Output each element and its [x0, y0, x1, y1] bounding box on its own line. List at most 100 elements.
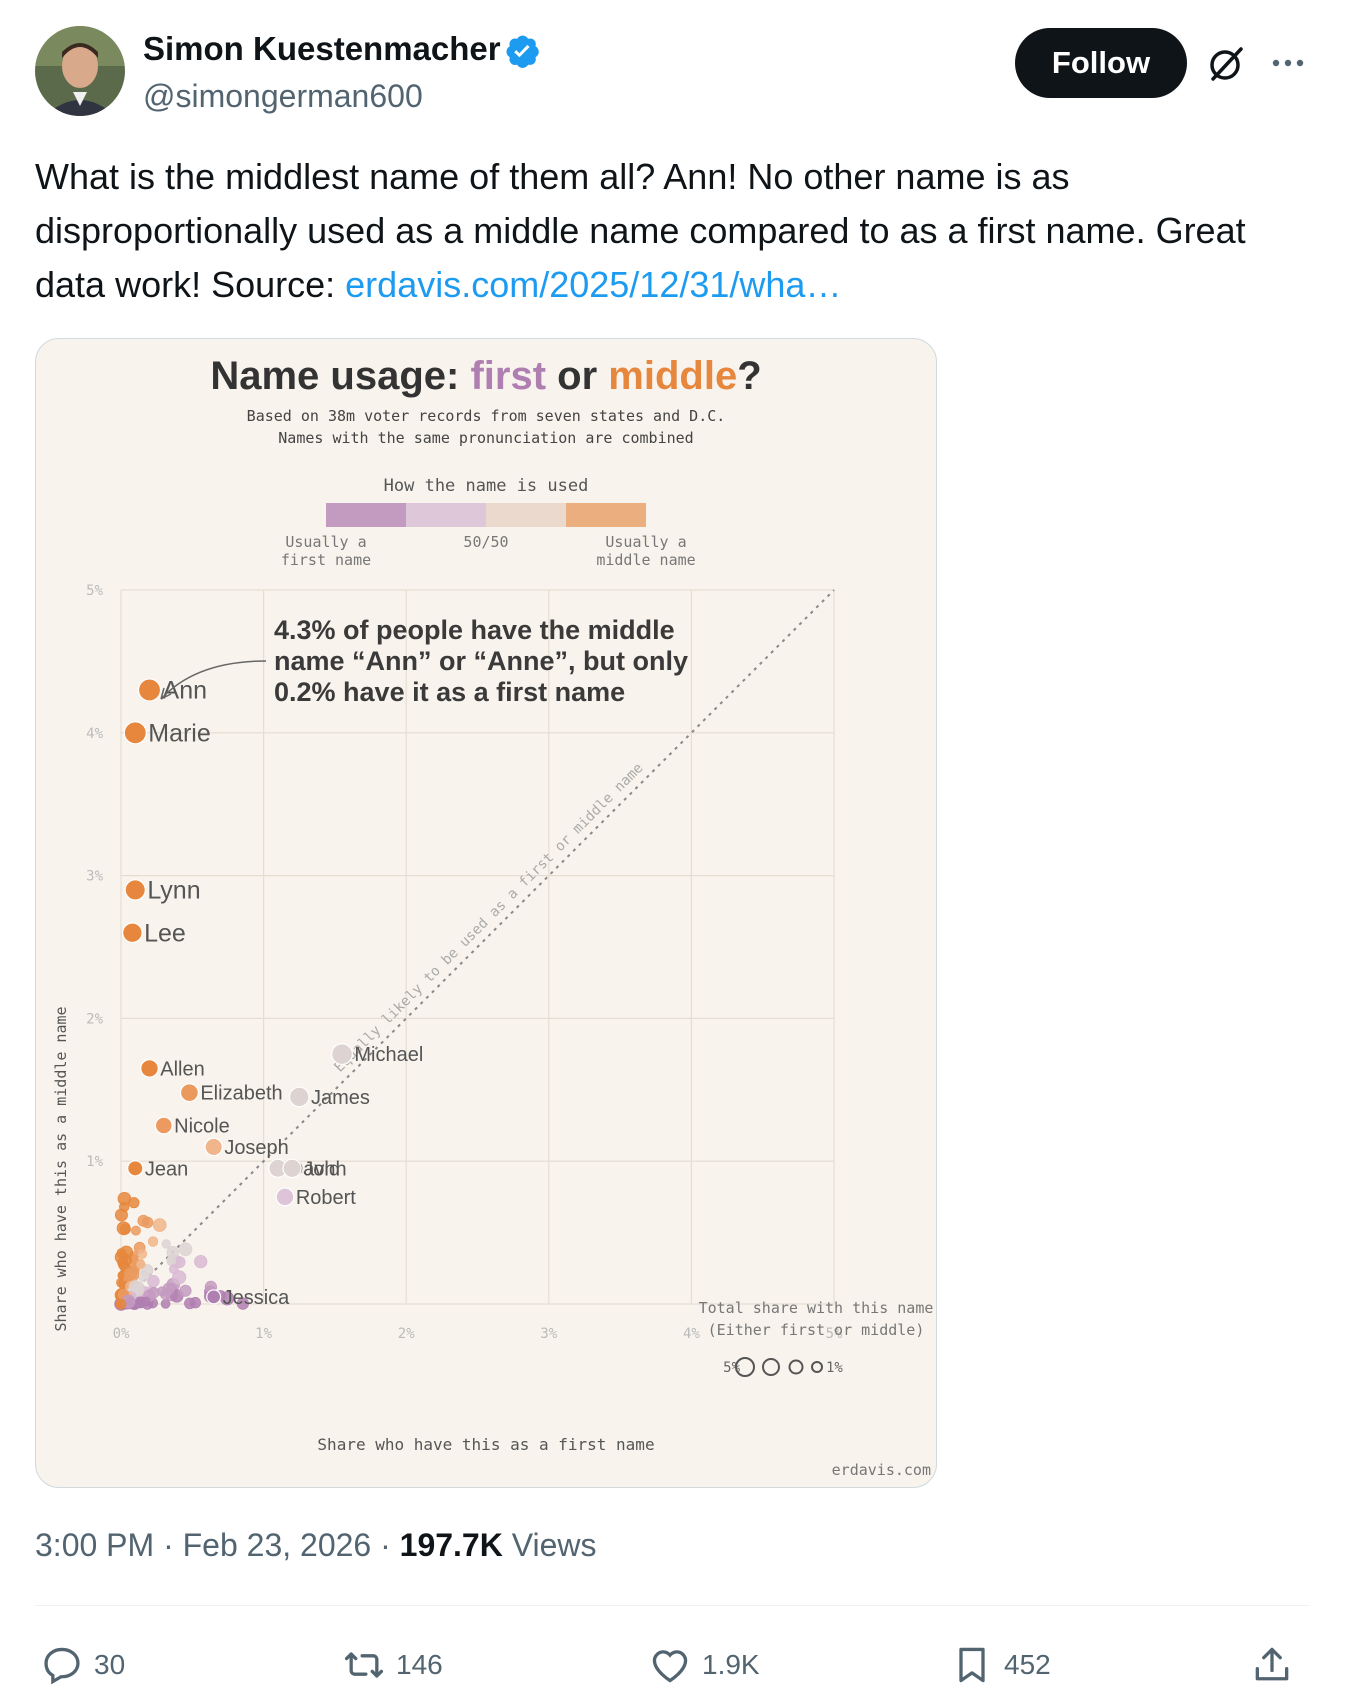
chart-subtitle-2: Names with the same pronunciation are co… — [278, 429, 693, 447]
cluster-point — [123, 1255, 133, 1265]
cluster-point — [172, 1270, 187, 1285]
view-count: 197.7K — [399, 1527, 503, 1563]
cluster-point — [152, 1218, 167, 1232]
color-legend-right-2: middle name — [596, 551, 695, 569]
point-joseph — [204, 1137, 223, 1157]
point-john — [282, 1158, 302, 1179]
views-label: Views — [502, 1527, 597, 1563]
color-legend-left-1: Usually a — [285, 533, 366, 551]
point-jessica — [206, 1289, 222, 1305]
y-tick-label: 3% — [86, 869, 103, 885]
point-lynn — [124, 879, 146, 901]
tweet-date[interactable]: Feb 23, 2026 — [182, 1527, 372, 1563]
point-michael — [331, 1043, 353, 1066]
reply-icon — [44, 1647, 80, 1685]
cluster-point — [160, 1289, 171, 1300]
color-legend-bar-3 — [486, 503, 566, 527]
point-label-nicole: Nicole — [174, 1116, 230, 1138]
point-ann — [137, 678, 162, 702]
point-allen — [140, 1059, 159, 1078]
color-legend-bar-2 — [406, 503, 486, 527]
size-legend-circle-2 — [762, 1358, 780, 1376]
cluster-point — [166, 1256, 177, 1266]
color-legend-bar-1 — [326, 503, 406, 527]
grok-icon[interactable] — [1205, 43, 1247, 85]
bookmark-button[interactable]: 452 — [950, 1640, 1051, 1690]
cluster-point — [137, 1249, 148, 1259]
reply-count: 30 — [94, 1649, 126, 1680]
author-handle[interactable]: @simongerman600 — [143, 78, 423, 114]
cluster-point — [115, 1298, 127, 1310]
cluster-point — [161, 1239, 171, 1249]
cluster-point — [147, 1236, 159, 1247]
point-label-lynn: Lynn — [147, 877, 200, 905]
color-legend-mid: 50/50 — [463, 533, 508, 551]
like-button[interactable]: 1.9K — [648, 1640, 760, 1690]
color-legend-bar-4 — [566, 503, 646, 527]
point-lee — [122, 922, 143, 944]
x-tick-label: 1% — [255, 1326, 272, 1342]
reply-button[interactable]: 30 — [40, 1640, 125, 1690]
y-tick-label: 4% — [86, 726, 103, 742]
point-label-john: John — [303, 1158, 346, 1180]
cluster-point — [189, 1297, 202, 1309]
point-label-jessica: Jessica — [223, 1287, 291, 1309]
x-axis-label: Share who have this as a first name — [317, 1435, 654, 1454]
y-tick-label: 5% — [86, 583, 103, 599]
point-elizabeth — [179, 1083, 199, 1103]
cluster-point — [178, 1242, 193, 1257]
point-label-allen: Allen — [160, 1058, 204, 1080]
cluster-point — [123, 1267, 137, 1281]
chart-image[interactable]: Name usage: first or middle? Based on 38… — [35, 338, 937, 1488]
point-marie — [123, 721, 147, 745]
author-name[interactable]: Simon Kuestenmacher — [143, 30, 501, 67]
more-icon[interactable] — [1268, 43, 1308, 83]
x-tick-label: 5% — [826, 1326, 843, 1342]
point-label-robert: Robert — [296, 1187, 356, 1209]
chart-axes: 0% 1% 2% 3% 4% 5% 1% 2% 3% 4% 5% — [86, 583, 843, 1342]
annotation-arrow — [160, 660, 267, 700]
repost-button[interactable]: 146 — [342, 1640, 443, 1690]
size-legend-circle-3 — [788, 1359, 804, 1375]
like-count: 1.9K — [702, 1649, 760, 1680]
annotation-line-1: 4.3% of people have the middle — [274, 615, 675, 645]
annotation-line-3: 0.2% have it as a first name — [274, 677, 625, 707]
x-tick-label: 3% — [540, 1326, 557, 1342]
size-legend-circle-4 — [811, 1361, 823, 1373]
tweet-meta: 3:00 PM · Feb 23, 2026 · 197.7K Views — [35, 1527, 597, 1564]
chart-title: Name usage: first or middle? — [210, 354, 761, 398]
tweet-text: What is the middlest name of them all? A… — [35, 150, 1305, 312]
equality-diagonal — [120, 589, 835, 1305]
point-nicole — [154, 1116, 173, 1135]
point-label-elizabeth: Elizabeth — [200, 1083, 282, 1105]
share-button[interactable] — [1250, 1640, 1304, 1690]
follow-button[interactable]: Follow — [1015, 28, 1187, 98]
divider — [35, 1605, 1310, 1606]
named-points: AnnMarieLynnLeeAllenElizabethNicoleJeanJ… — [122, 677, 423, 1309]
cluster-point — [119, 1201, 130, 1213]
size-legend-min: 1% — [826, 1360, 843, 1376]
y-tick-label: 1% — [86, 1154, 103, 1170]
x-tick-label: 4% — [683, 1326, 700, 1342]
cluster-point — [147, 1275, 160, 1288]
small-name-cluster — [114, 1191, 250, 1311]
avatar[interactable] — [35, 26, 125, 116]
color-legend-right-1: Usually a — [605, 533, 686, 551]
source-link[interactable]: erdavis.com/2025/12/31/wha… — [345, 264, 842, 305]
cluster-point — [116, 1221, 131, 1236]
cluster-point — [179, 1284, 192, 1297]
verified-badge-icon — [505, 33, 541, 69]
meta-separator: · — [154, 1527, 183, 1563]
size-legend-title-1: Total share with this name — [699, 1299, 934, 1317]
size-legend-title-2: (Either first or middle) — [708, 1321, 925, 1339]
y-axis-label: Share who have this as a middle name — [52, 1006, 70, 1331]
tweet-body: What is the middlest name of them all? A… — [35, 156, 1246, 305]
repost-count: 146 — [396, 1649, 443, 1680]
cluster-point — [141, 1216, 154, 1229]
cluster-point — [128, 1197, 140, 1209]
diagonal-label: Equally likely to be used as a first or … — [331, 760, 646, 1075]
cluster-point — [160, 1298, 171, 1309]
tweet-time[interactable]: 3:00 PM — [35, 1527, 155, 1563]
point-jean — [127, 1160, 144, 1177]
x-tick-label: 0% — [113, 1326, 130, 1342]
